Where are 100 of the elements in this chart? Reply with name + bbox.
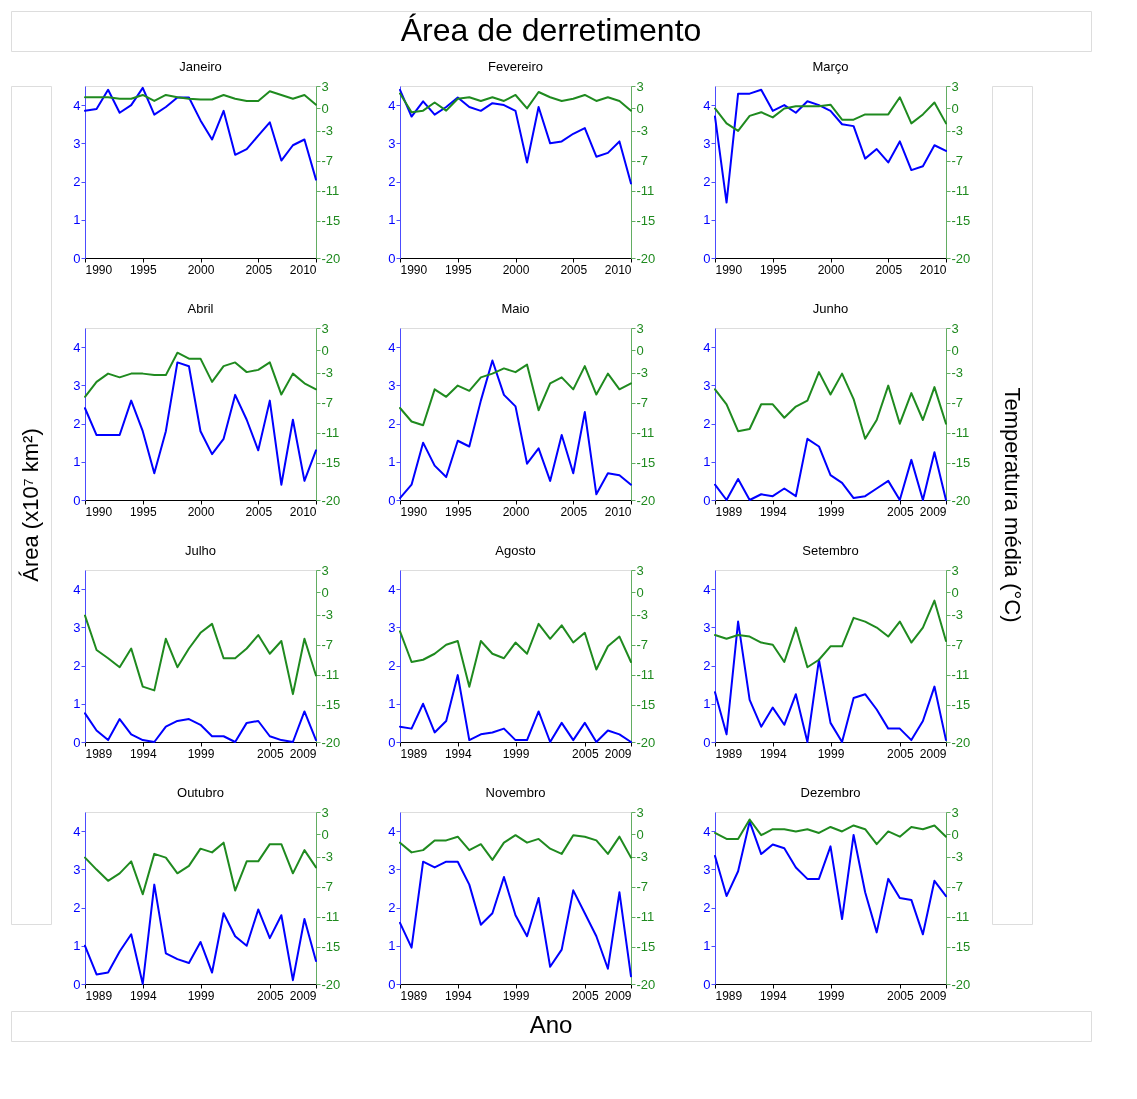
- text: Ano: [529, 1011, 573, 1038]
- y2-tick-label: -7: [951, 153, 964, 169]
- chart-title: Setembro: [802, 543, 859, 558]
- line-series: [84, 361, 317, 486]
- line-series: [399, 674, 632, 743]
- x-tick-label: 1989: [715, 988, 743, 1003]
- y2-tick-label: -20: [636, 492, 656, 508]
- x-tick-label: 2010: [919, 262, 947, 277]
- y2-tick-label: -20: [951, 976, 971, 992]
- y2-tick-label: -3: [951, 607, 964, 623]
- y2-tick-label: -7: [636, 395, 649, 411]
- y2-tick-label: -11: [321, 909, 340, 925]
- y2-tick-label: -3: [951, 123, 964, 139]
- x-tick-label: 2005: [571, 746, 599, 761]
- y-tick-label: 0: [703, 734, 711, 750]
- line-series: [714, 620, 947, 743]
- x-tick-label: 2005: [886, 988, 914, 1003]
- y2-tick-label: -15: [951, 455, 971, 471]
- line-series: [714, 88, 947, 204]
- y2-tick-label: -15: [951, 697, 971, 713]
- y2-tick-label: -20: [321, 734, 341, 750]
- y-tick-label: 4: [703, 339, 711, 355]
- y2-tick-label: -20: [951, 250, 971, 266]
- line-series: [84, 710, 317, 743]
- y2-tick-label: -7: [636, 637, 649, 653]
- text: Área (x10⁷ km²): [18, 428, 43, 582]
- chart-title: Outubro: [177, 785, 224, 800]
- y2-tick-label: -3: [951, 365, 964, 381]
- x-tick-label: 2010: [604, 504, 632, 519]
- y-tick-label: 1: [703, 696, 711, 712]
- y2-tick-label: -15: [321, 939, 341, 955]
- y2-tick-label: -11: [951, 667, 970, 683]
- y2-tick-label: -20: [321, 976, 341, 992]
- line-series: [84, 841, 317, 896]
- y2-tick-label: -11: [951, 425, 970, 441]
- line-series: [399, 860, 632, 978]
- x-tick-label: 2010: [604, 262, 632, 277]
- chart-title: Janeiro: [179, 59, 222, 74]
- x-tick-label: 2000: [502, 262, 530, 277]
- y-tick-label: 0: [388, 976, 396, 992]
- x-tick-label: 1994: [759, 746, 787, 761]
- line-series: [399, 834, 632, 861]
- x-tick-label: 2005: [256, 988, 284, 1003]
- y-tick-label: 3: [73, 619, 81, 635]
- y-tick-label: 2: [388, 658, 396, 674]
- y2-tick-label: -15: [321, 455, 341, 471]
- line-series: [714, 599, 947, 669]
- y2-tick-label: -3: [636, 365, 649, 381]
- y-tick-label: 4: [73, 339, 81, 355]
- y-tick-label: 4: [388, 97, 396, 113]
- y2-tick-label: -7: [951, 879, 964, 895]
- x-tick-label: 2000: [187, 262, 215, 277]
- line-series: [399, 363, 632, 427]
- y-tick-label: 4: [73, 823, 81, 839]
- x-tick-label: 1990: [715, 262, 743, 277]
- y-tick-label: 2: [73, 174, 81, 190]
- y-tick-label: 2: [703, 174, 711, 190]
- y2-tick-label: -20: [951, 492, 971, 508]
- y-tick-label: 4: [703, 823, 711, 839]
- x-tick-label: 2009: [289, 988, 317, 1003]
- x-tick-label: 1990: [400, 262, 428, 277]
- y2-tick-label: 0: [636, 342, 644, 358]
- y2-tick-label: -11: [951, 909, 970, 925]
- y2-tick-label: -7: [321, 879, 334, 895]
- line-series: [714, 818, 947, 846]
- y2-tick-label: -15: [636, 697, 656, 713]
- y2-tick-label: 0: [321, 826, 329, 842]
- y2-tick-label: -15: [321, 213, 341, 229]
- y-tick-label: 1: [388, 212, 396, 228]
- x-tick-label: 2010: [289, 262, 317, 277]
- line-series: [399, 90, 632, 114]
- y2-tick-label: -20: [951, 734, 971, 750]
- x-tick-label: 1994: [444, 746, 472, 761]
- y-tick-label: 4: [73, 581, 81, 597]
- y2-tick-label: 0: [951, 342, 959, 358]
- chart-title: Agosto: [495, 543, 536, 558]
- chart-title: Novembro: [485, 785, 546, 800]
- y-tick-label: 2: [73, 900, 81, 916]
- line-series: [84, 86, 317, 181]
- x-tick-label: 1995: [759, 262, 787, 277]
- text: Temperatura média (°C): [1000, 387, 1025, 623]
- x-tick-label: 1999: [817, 504, 845, 519]
- y-tick-label: 4: [388, 581, 396, 597]
- y2-tick-label: -7: [321, 637, 334, 653]
- x-tick-label: 2009: [919, 504, 947, 519]
- y2-tick-label: 3: [636, 804, 644, 820]
- y2-tick-label: 0: [321, 342, 329, 358]
- y2-tick-label: -3: [321, 849, 334, 865]
- y-tick-label: 0: [388, 734, 396, 750]
- y-tick-label: 2: [388, 416, 396, 432]
- y2-tick-label: 0: [321, 100, 329, 116]
- y2-tick-label: -11: [321, 425, 340, 441]
- line-series: [84, 90, 317, 106]
- y2-tick-label: -7: [636, 153, 649, 169]
- x-tick-label: 2005: [886, 504, 914, 519]
- y-tick-label: 4: [73, 97, 81, 113]
- y2-tick-label: 0: [951, 584, 959, 600]
- x-tick-label: 1989: [85, 746, 113, 761]
- y-tick-label: 1: [73, 938, 81, 954]
- x-tick-label: 1999: [187, 988, 215, 1003]
